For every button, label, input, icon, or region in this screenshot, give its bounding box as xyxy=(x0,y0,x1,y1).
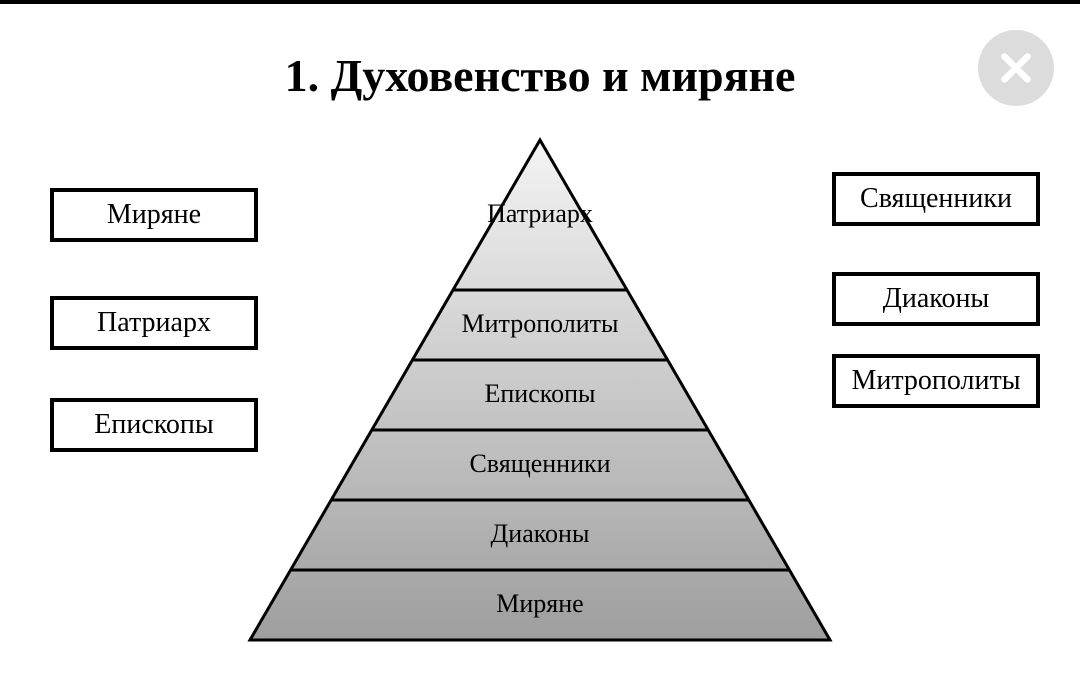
close-button[interactable] xyxy=(978,30,1054,106)
side-box-right-2: Митрополиты xyxy=(832,354,1040,408)
pyramid-level-label-2: Епископы xyxy=(240,379,840,409)
pyramid-level-label-4: Диаконы xyxy=(240,519,840,549)
side-box-left-2: Епископы xyxy=(50,398,258,452)
pyramid-level-label-0: Патриарх xyxy=(240,199,840,229)
pyramid: Патриарх Митрополиты Епископы Священники… xyxy=(240,120,840,660)
side-box-label: Священники xyxy=(860,183,1012,215)
close-icon xyxy=(993,45,1039,91)
side-box-right-1: Диаконы xyxy=(832,272,1040,326)
side-box-label: Митрополиты xyxy=(851,365,1020,397)
side-box-label: Патриарх xyxy=(97,307,211,339)
pyramid-level-label-5: Миряне xyxy=(240,589,840,619)
side-box-left-0: Миряне xyxy=(50,188,258,242)
side-box-right-0: Священники xyxy=(832,172,1040,226)
page-title: 1. Духовенство и миряне xyxy=(0,49,1080,102)
pyramid-level-label-1: Митрополиты xyxy=(240,309,840,339)
side-box-left-1: Патриарх xyxy=(50,296,258,350)
side-box-label: Диаконы xyxy=(883,283,990,315)
side-box-label: Миряне xyxy=(107,199,201,231)
side-box-label: Епископы xyxy=(94,409,213,441)
top-rule xyxy=(0,0,1080,4)
pyramid-level-label-3: Священники xyxy=(240,449,840,479)
